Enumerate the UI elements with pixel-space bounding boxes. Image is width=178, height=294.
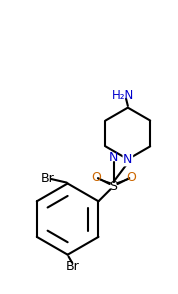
Text: N: N bbox=[109, 151, 118, 164]
Text: Br: Br bbox=[66, 260, 80, 273]
Text: O: O bbox=[126, 171, 136, 184]
Text: O: O bbox=[91, 171, 101, 184]
Text: H₂N: H₂N bbox=[111, 89, 134, 102]
Text: S: S bbox=[110, 180, 118, 193]
Text: Br: Br bbox=[41, 172, 55, 185]
Text: N: N bbox=[123, 153, 133, 166]
